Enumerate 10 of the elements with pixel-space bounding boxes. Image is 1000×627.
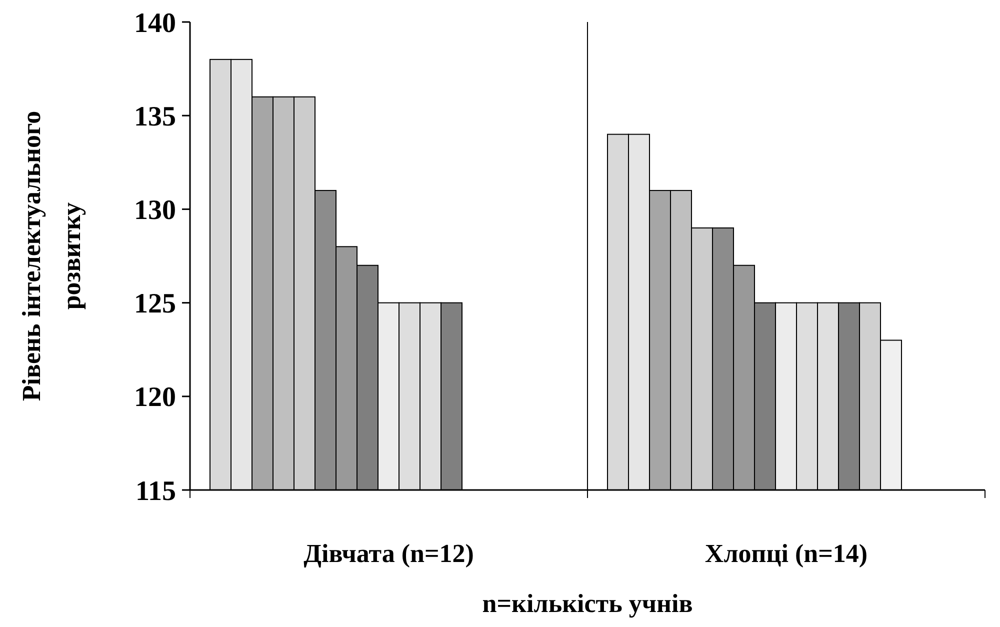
x-axis-title: n=кількість учнів bbox=[482, 589, 693, 618]
y-axis-title: Рівень інтелектуального розвитку bbox=[17, 110, 86, 402]
x-tick-label: Дівчата (n=12) bbox=[304, 539, 474, 568]
y-tick-label: 125 bbox=[134, 288, 176, 320]
y-tick-label: 120 bbox=[134, 382, 176, 414]
x-tick-label: Хлопці (n=14) bbox=[704, 539, 868, 568]
y-tick-label: 140 bbox=[134, 8, 176, 39]
y-tick-label: 135 bbox=[134, 101, 176, 132]
y-tick-label: 115 bbox=[136, 476, 176, 507]
y-tick-label: 130 bbox=[134, 195, 176, 226]
